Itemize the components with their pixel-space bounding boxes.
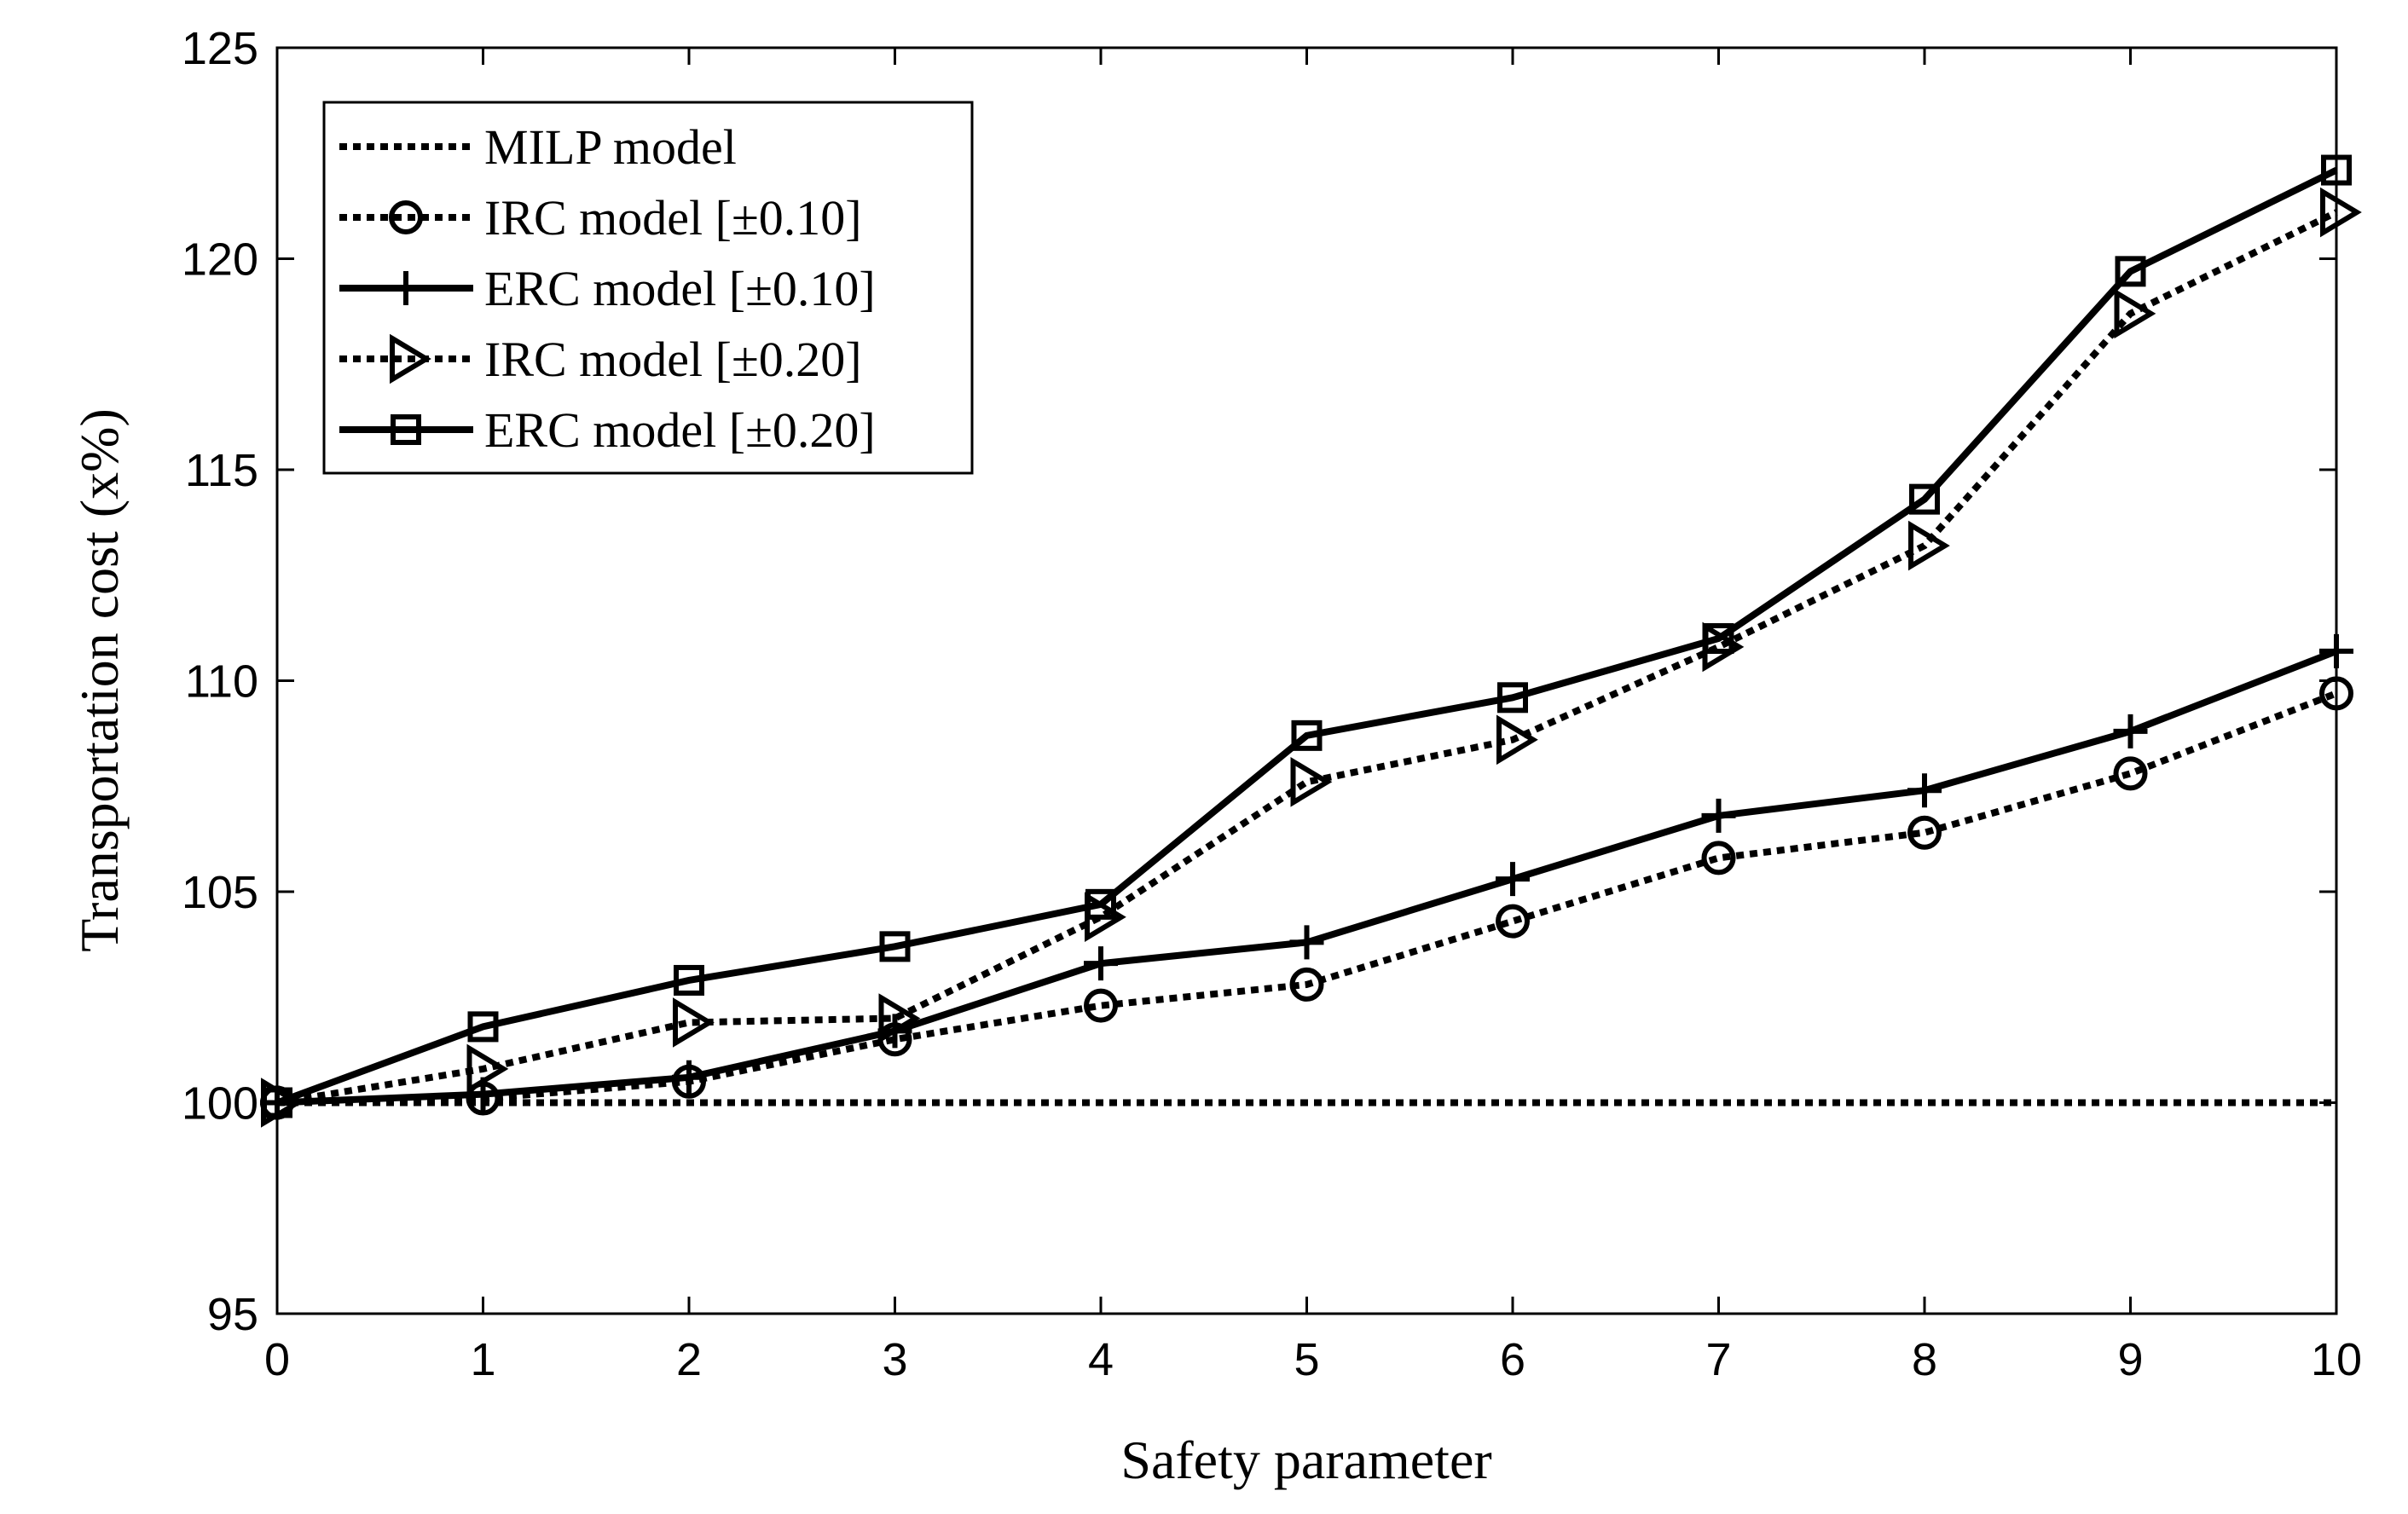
data-point [1291,719,1323,751]
data-point [2113,714,2148,748]
data-point [1290,757,1333,807]
data-point [2321,154,2352,186]
data-point [673,997,715,1048]
series-group [260,154,2362,1128]
y-tick-label: 105 [182,867,258,918]
axis-ticks: 0 1 2 3 4 5 6 7 8 9 10 95 100 105 110 115 120 125 [182,23,2362,1385]
x-tick-label: 6 [1500,1334,1525,1385]
data-point [2319,676,2353,711]
y-tick-label: 115 [185,445,258,496]
x-tick-label: 3 [882,1334,907,1385]
data-point [1085,888,1116,920]
x-tick-label: 9 [2117,1334,2143,1385]
data-point [466,1043,509,1095]
data-point [2319,633,2353,668]
legend-label: MILP model [484,119,737,175]
data-point [2320,187,2362,238]
legend-marker [390,333,431,384]
legend-label: ERC model [±0.20] [484,402,876,458]
data-point [262,1087,292,1118]
data-point [1909,483,1940,515]
data-point [467,1011,499,1043]
data-point [672,1060,706,1095]
x-tick-label: 7 [1705,1334,1731,1385]
data-point [1701,798,1736,833]
series-line [276,648,2338,1107]
y-tick-label: 120 [182,234,258,286]
series-4 [262,154,2352,1118]
x-tick-label: 5 [1294,1334,1319,1385]
legend-marker [389,200,423,234]
y-tick-label: 95 [207,1289,258,1340]
data-point [1701,841,1736,875]
series-line [276,690,2338,1107]
data-point [1908,520,1950,571]
y-axis-title: Transportation cost (x%) [69,408,130,952]
data-point [1703,623,1734,654]
data-point [2115,256,2146,287]
x-tick-label: 0 [264,1334,290,1385]
data-point [1084,988,1118,1023]
x-tick-label: 8 [1912,1334,1937,1385]
series-line [275,166,2338,1107]
data-point [1289,925,1324,960]
series-line [276,209,2338,1107]
data-point [1907,773,1942,808]
data-point [674,964,704,996]
x-axis-title: Safety parameter [1120,1430,1491,1490]
legend-marker [389,271,423,305]
x-tick-label: 2 [676,1334,702,1385]
legend: MILP model IRC model [±0.10] ERC model [±0… [322,101,974,475]
data-point [1084,946,1118,981]
legend-marker [391,414,421,445]
legend-label: IRC model [±0.10] [484,190,862,246]
data-point [1289,967,1324,1002]
x-tick-label: 4 [1088,1334,1114,1385]
data-point [1496,714,1538,766]
x-tick-label: 10 [2311,1334,2362,1385]
y-tick-label: 125 [182,23,258,74]
legend-label: IRC model [±0.20] [484,332,862,387]
data-point [879,931,911,962]
series-1 [260,676,2353,1120]
y-tick-label: 100 [182,1078,258,1130]
data-point [1496,862,1530,897]
data-point [878,993,921,1043]
data-point [1496,904,1530,939]
data-point [2113,756,2148,791]
data-point [1497,682,1528,714]
x-tick-label: 1 [470,1334,495,1385]
data-point [2114,288,2156,339]
y-tick-label: 110 [185,656,258,708]
data-point [1907,815,1942,850]
legend-label: ERC model [±0.10] [484,261,876,316]
